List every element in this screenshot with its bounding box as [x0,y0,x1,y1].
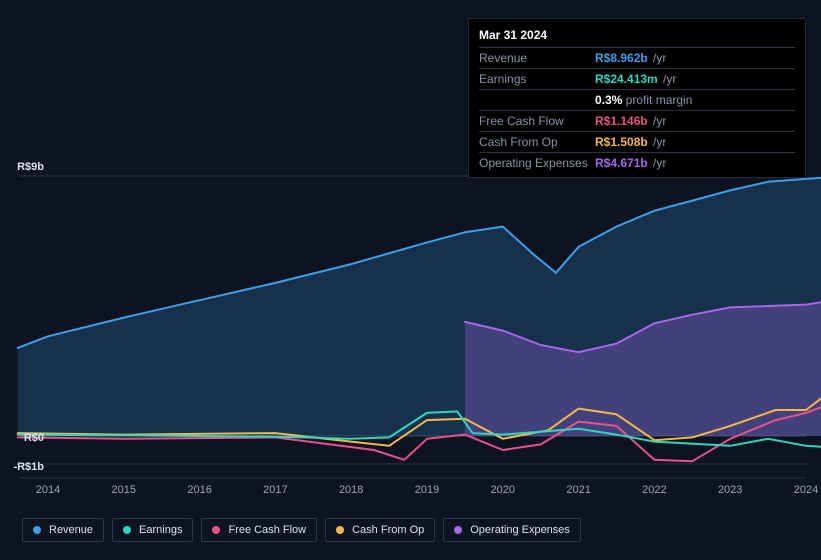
legend-item-cash_from_op[interactable]: Cash From Op [325,518,435,542]
legend-item-revenue[interactable]: Revenue [22,518,104,542]
tooltip-body: RevenueR$8.962b /yrEarningsR$24.413m /yr… [479,48,795,173]
tooltip-row: EarningsR$24.413m /yr [479,69,795,90]
legend-swatch-icon [33,526,41,534]
tooltip-row: Cash From OpR$1.508b /yr [479,132,795,153]
tooltip-row-value: R$4.671b /yr [595,156,666,170]
x-axis-label: 2023 [710,484,750,496]
tooltip-row-value: R$8.962b /yr [595,51,666,65]
tooltip-row-label: Earnings [479,72,595,86]
x-axis-label: 2024 [786,484,821,496]
tooltip-row-extra: 0.3% profit margin [479,90,795,111]
x-axis-label: 2018 [331,484,371,496]
legend-item-free_cash_flow[interactable]: Free Cash Flow [201,518,317,542]
financial-chart: R$9b R$0 -R$1b 2014 2015 2016 2017 2018 2019 202… [0,0,821,560]
legend-item-earnings[interactable]: Earnings [112,518,193,542]
tooltip-row: Operating ExpensesR$4.671b /yr [479,153,795,173]
legend-swatch-icon [454,526,462,534]
legend-swatch-icon [336,526,344,534]
x-axis-label: 2022 [634,484,674,496]
legend-label: Operating Expenses [470,524,570,536]
legend-label: Revenue [49,524,93,536]
legend-swatch-icon [123,526,131,534]
x-axis-label: 2021 [559,484,599,496]
x-axis-label: 2020 [483,484,523,496]
tooltip-date: Mar 31 2024 [479,25,795,48]
y-axis-label: -R$1b [4,461,44,473]
legend-item-op_expenses[interactable]: Operating Expenses [443,518,581,542]
legend-label: Cash From Op [352,524,424,536]
tooltip-row-value: R$1.146b /yr [595,114,666,128]
tooltip-row-value: R$1.508b /yr [595,135,666,149]
legend-swatch-icon [212,526,220,534]
x-axis-label: 2019 [407,484,447,496]
x-axis-label: 2016 [180,484,220,496]
chart-legend: Revenue Earnings Free Cash Flow Cash From O… [22,518,581,542]
tooltip-row: Free Cash FlowR$1.146b /yr [479,111,795,132]
x-axis-label: 2017 [255,484,295,496]
y-axis-label: R$9b [4,161,44,173]
tooltip-row: RevenueR$8.962b /yr [479,48,795,69]
tooltip-row-label: Cash From Op [479,135,595,149]
x-axis-label: 2015 [104,484,144,496]
legend-label: Free Cash Flow [228,524,306,536]
x-axis-label: 2014 [28,484,68,496]
chart-tooltip: Mar 31 2024 RevenueR$8.962b /yrEarningsR… [468,18,806,178]
tooltip-row-label: Revenue [479,51,595,65]
tooltip-row-value: R$24.413m /yr [595,72,676,86]
tooltip-row-label: Operating Expenses [479,156,595,170]
y-axis-label: R$0 [4,432,44,444]
tooltip-row-label: Free Cash Flow [479,114,595,128]
legend-label: Earnings [139,524,182,536]
